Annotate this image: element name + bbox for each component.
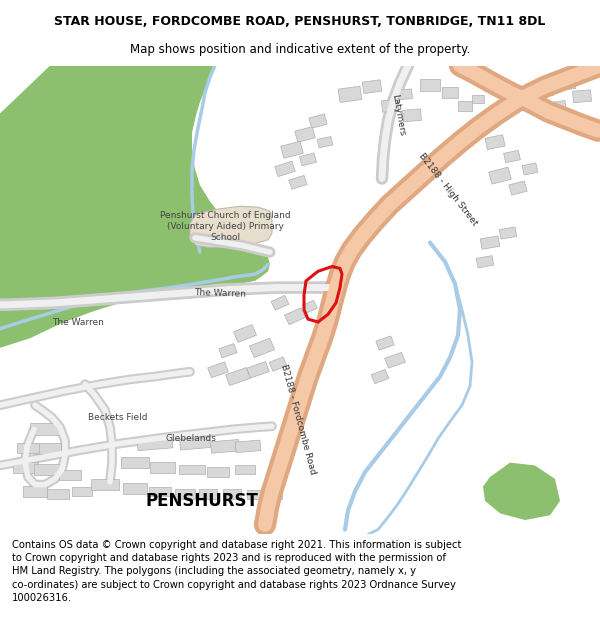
Text: Latymers: Latymers xyxy=(390,94,406,137)
Polygon shape xyxy=(149,486,171,496)
Polygon shape xyxy=(458,101,472,111)
Polygon shape xyxy=(543,101,567,117)
Polygon shape xyxy=(269,357,287,371)
Polygon shape xyxy=(275,161,295,177)
Polygon shape xyxy=(268,490,282,499)
Polygon shape xyxy=(250,338,275,357)
Polygon shape xyxy=(30,423,60,435)
Text: Map shows position and indicative extent of the property.: Map shows position and indicative extent… xyxy=(130,44,470,56)
Polygon shape xyxy=(403,109,421,122)
Polygon shape xyxy=(562,114,582,128)
Polygon shape xyxy=(289,176,307,189)
Text: PENSHURST: PENSHURST xyxy=(146,492,259,510)
Polygon shape xyxy=(235,464,255,474)
Text: STAR HOUSE, FORDCOMBE ROAD, PENSHURST, TONBRIDGE, TN11 8DL: STAR HOUSE, FORDCOMBE ROAD, PENSHURST, T… xyxy=(55,16,545,28)
Polygon shape xyxy=(121,458,149,468)
Polygon shape xyxy=(0,66,270,348)
Polygon shape xyxy=(522,163,538,175)
Polygon shape xyxy=(271,296,289,310)
Polygon shape xyxy=(509,181,527,195)
Polygon shape xyxy=(207,468,229,477)
Text: Beckets Field: Beckets Field xyxy=(88,413,148,422)
Polygon shape xyxy=(235,440,261,452)
Text: B2188 - Fordcombe Road: B2188 - Fordcombe Road xyxy=(279,364,317,476)
Polygon shape xyxy=(190,206,272,248)
Text: The Warren: The Warren xyxy=(194,288,246,299)
Polygon shape xyxy=(472,95,484,103)
Polygon shape xyxy=(420,79,440,91)
Polygon shape xyxy=(91,479,119,490)
Polygon shape xyxy=(442,87,458,98)
Polygon shape xyxy=(219,344,237,358)
Text: Penshurst Church of England
(Voluntary Aided) Primary
School: Penshurst Church of England (Voluntary A… xyxy=(160,211,290,242)
Polygon shape xyxy=(398,89,412,99)
Polygon shape xyxy=(376,336,394,350)
Polygon shape xyxy=(13,462,37,472)
Polygon shape xyxy=(362,80,382,94)
Polygon shape xyxy=(137,436,173,451)
Polygon shape xyxy=(499,227,517,239)
Polygon shape xyxy=(59,470,81,481)
Polygon shape xyxy=(572,90,592,103)
Polygon shape xyxy=(476,256,494,268)
Polygon shape xyxy=(175,489,195,499)
Polygon shape xyxy=(208,362,229,378)
Polygon shape xyxy=(211,439,239,453)
Polygon shape xyxy=(299,153,317,166)
Polygon shape xyxy=(149,462,175,472)
Polygon shape xyxy=(0,66,600,534)
Polygon shape xyxy=(480,236,500,249)
Polygon shape xyxy=(226,368,250,386)
Text: Contains OS data © Crown copyright and database right 2021. This information is : Contains OS data © Crown copyright and d… xyxy=(12,540,461,603)
Polygon shape xyxy=(488,167,511,184)
Polygon shape xyxy=(247,362,269,378)
Polygon shape xyxy=(179,464,205,474)
Polygon shape xyxy=(47,489,69,499)
Polygon shape xyxy=(247,490,263,499)
Polygon shape xyxy=(485,135,505,149)
Text: Glebelands: Glebelands xyxy=(165,434,216,443)
Polygon shape xyxy=(223,489,241,499)
Polygon shape xyxy=(317,136,333,148)
Polygon shape xyxy=(302,301,317,313)
Polygon shape xyxy=(34,464,62,475)
Polygon shape xyxy=(309,114,327,128)
Polygon shape xyxy=(72,486,92,496)
Polygon shape xyxy=(503,151,520,162)
Polygon shape xyxy=(23,486,47,497)
Polygon shape xyxy=(295,127,315,142)
Polygon shape xyxy=(284,308,305,324)
Polygon shape xyxy=(199,489,217,499)
Polygon shape xyxy=(233,324,257,342)
Polygon shape xyxy=(483,462,560,520)
Polygon shape xyxy=(527,80,553,99)
Text: B2188 - High Street: B2188 - High Street xyxy=(417,152,479,228)
Polygon shape xyxy=(371,369,389,384)
Polygon shape xyxy=(385,352,406,368)
Polygon shape xyxy=(281,141,304,158)
Polygon shape xyxy=(179,437,211,450)
Polygon shape xyxy=(338,86,362,103)
Polygon shape xyxy=(17,444,39,453)
Polygon shape xyxy=(35,443,61,454)
Text: The Warren: The Warren xyxy=(52,318,104,326)
Polygon shape xyxy=(123,483,147,494)
Polygon shape xyxy=(554,76,575,91)
Polygon shape xyxy=(382,99,398,112)
